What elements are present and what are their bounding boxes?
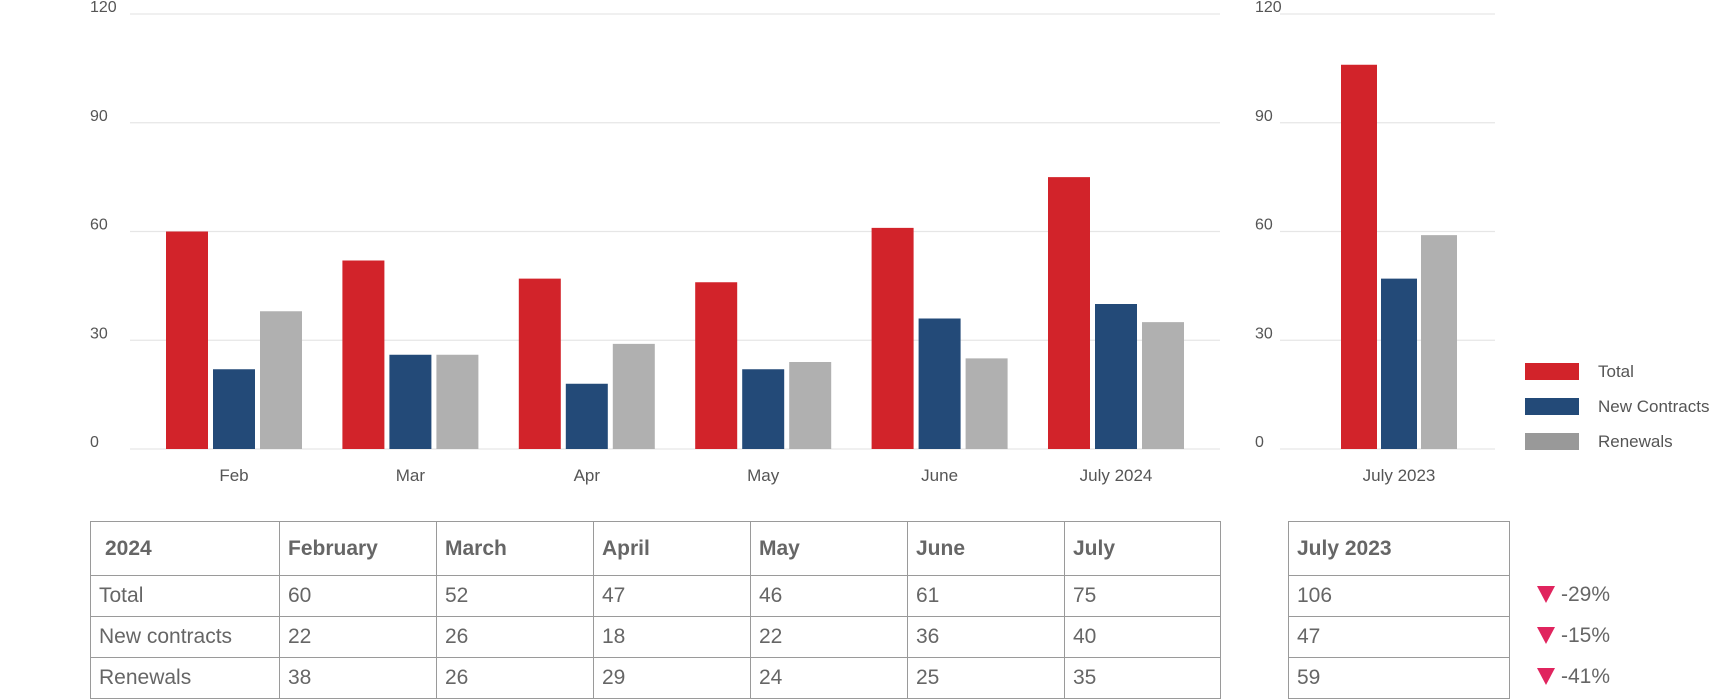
table-cell: 26 — [436, 657, 594, 699]
y-tick-label: 0 — [1255, 434, 1264, 451]
table-cell: 52 — [436, 575, 594, 617]
y-tick-label: 30 — [1255, 325, 1273, 342]
bar-new-contracts-july-2024 — [1095, 304, 1137, 449]
bar-new-contracts-june — [918, 318, 961, 449]
bar-total-july-2024 — [1048, 177, 1090, 449]
table-2024-header-row: 2024 February March April May June July — [90, 521, 1221, 576]
table-cell: 29 — [593, 657, 751, 699]
table-row: 59 — [1288, 657, 1510, 699]
change-value: -41% — [1561, 665, 1611, 688]
main-bar-chart: 0 30 60 90 120 Feb Mar Apr May June July 2024 — [90, 0, 1220, 485]
table-cell: 59 — [1288, 657, 1510, 699]
bar-total-may — [695, 282, 738, 449]
y-tick-label: 60 — [1255, 217, 1273, 234]
chart-legend: Total New Contracts Renewals — [1525, 362, 1709, 451]
y-tick-label: 0 — [90, 434, 99, 451]
table-cell: 18 — [593, 616, 751, 658]
table-july-2023: July 2023 106 47 59 — [1288, 521, 1510, 699]
change-item-total: -29% — [1537, 574, 1610, 615]
y-tick-label: 120 — [90, 0, 117, 16]
x-tick-label: July 2023 — [1363, 466, 1436, 485]
legend-swatch-new-contracts — [1525, 398, 1579, 415]
table-cell: 47 — [1288, 616, 1510, 658]
row-label-renewals: Renewals — [90, 657, 280, 699]
table-header-july-2023: July 2023 — [1288, 521, 1510, 576]
july-2023-bar-chart: 0 30 60 90 120 July 2023 — [1255, 0, 1495, 485]
table-cell: 61 — [907, 575, 1065, 617]
table-row: 47 — [1288, 616, 1510, 658]
table-header-april: April — [593, 521, 751, 576]
bar-renewals-mar — [436, 354, 479, 449]
x-tick-label: May — [747, 466, 780, 485]
table-header-june: June — [907, 521, 1065, 576]
legend-label-total: Total — [1598, 362, 1634, 381]
y-tick-label: 90 — [90, 108, 108, 125]
x-tick-label: July 2024 — [1080, 466, 1153, 485]
row-label-total: Total — [90, 575, 280, 617]
x-tick-label: Mar — [396, 466, 426, 485]
bar-total-mar — [342, 260, 385, 449]
table-cell: 47 — [593, 575, 751, 617]
bar-new-contracts-july-2023 — [1381, 278, 1417, 449]
table-cell: 46 — [750, 575, 908, 617]
change-value: -29% — [1561, 583, 1611, 606]
x-tick-label: June — [921, 466, 958, 485]
table-2024-year-header: 2024 — [90, 521, 280, 576]
bar-new-contracts-feb — [213, 369, 255, 449]
table-cell: 60 — [279, 575, 437, 617]
bar-renewals-june — [965, 358, 1008, 449]
table-header-march: March — [436, 521, 594, 576]
change-list: -29% -15% -41% — [1537, 574, 1610, 697]
table-header-february: February — [279, 521, 437, 576]
bar-renewals-july-2024 — [1142, 322, 1184, 449]
table-cell: 35 — [1064, 657, 1221, 699]
bar-new-contracts-apr — [565, 383, 608, 449]
table-header-may: May — [750, 521, 908, 576]
table-cell: 26 — [436, 616, 594, 658]
bar-total-apr — [518, 278, 561, 449]
y-tick-label: 120 — [1255, 0, 1282, 16]
table-cell: 22 — [750, 616, 908, 658]
legend-swatch-total — [1525, 363, 1579, 380]
table-cell: 36 — [907, 616, 1065, 658]
y-tick-label: 30 — [90, 325, 108, 342]
table-header-july: July — [1064, 521, 1221, 576]
triangle-down-icon — [1537, 668, 1555, 685]
table-cell: 25 — [907, 657, 1065, 699]
bar-total-feb — [166, 231, 208, 449]
bar-renewals-july-2023 — [1421, 235, 1457, 449]
table-row: Renewals 38 26 29 24 25 35 — [90, 657, 1221, 699]
bar-total-june — [871, 227, 914, 449]
table-cell: 38 — [279, 657, 437, 699]
bar-new-contracts-mar — [389, 354, 432, 449]
table-row: New contracts 22 26 18 22 36 40 — [90, 616, 1221, 658]
change-item-new-contracts: -15% — [1537, 615, 1610, 656]
bar-renewals-apr — [612, 343, 655, 449]
bar-renewals-feb — [260, 311, 302, 449]
bar-renewals-may — [789, 362, 832, 449]
table-cell: 22 — [279, 616, 437, 658]
table-2024: 2024 February March April May June July … — [90, 521, 1221, 699]
legend-swatch-renewals — [1525, 433, 1579, 450]
bar-total-july-2023 — [1341, 64, 1377, 449]
row-label-new-contracts: New contracts — [90, 616, 280, 658]
table-cell: 106 — [1288, 575, 1510, 617]
legend-label-renewals: Renewals — [1598, 432, 1673, 451]
y-tick-label: 90 — [1255, 108, 1273, 125]
legend-label-new-contracts: New Contracts — [1598, 397, 1709, 416]
table-cell: 40 — [1064, 616, 1221, 658]
y-tick-label: 60 — [90, 217, 108, 234]
table-cell: 24 — [750, 657, 908, 699]
x-tick-label: Apr — [574, 466, 601, 485]
bar-new-contracts-may — [742, 369, 785, 449]
table-row: Total 60 52 47 46 61 75 — [90, 575, 1221, 617]
table-row: 106 — [1288, 575, 1510, 617]
table-2023-header-row: July 2023 — [1288, 521, 1510, 576]
change-value: -15% — [1561, 624, 1611, 647]
table-cell: 75 — [1064, 575, 1221, 617]
triangle-down-icon — [1537, 586, 1555, 603]
x-tick-label: Feb — [219, 466, 248, 485]
change-item-renewals: -41% — [1537, 656, 1610, 697]
triangle-down-icon — [1537, 627, 1555, 644]
